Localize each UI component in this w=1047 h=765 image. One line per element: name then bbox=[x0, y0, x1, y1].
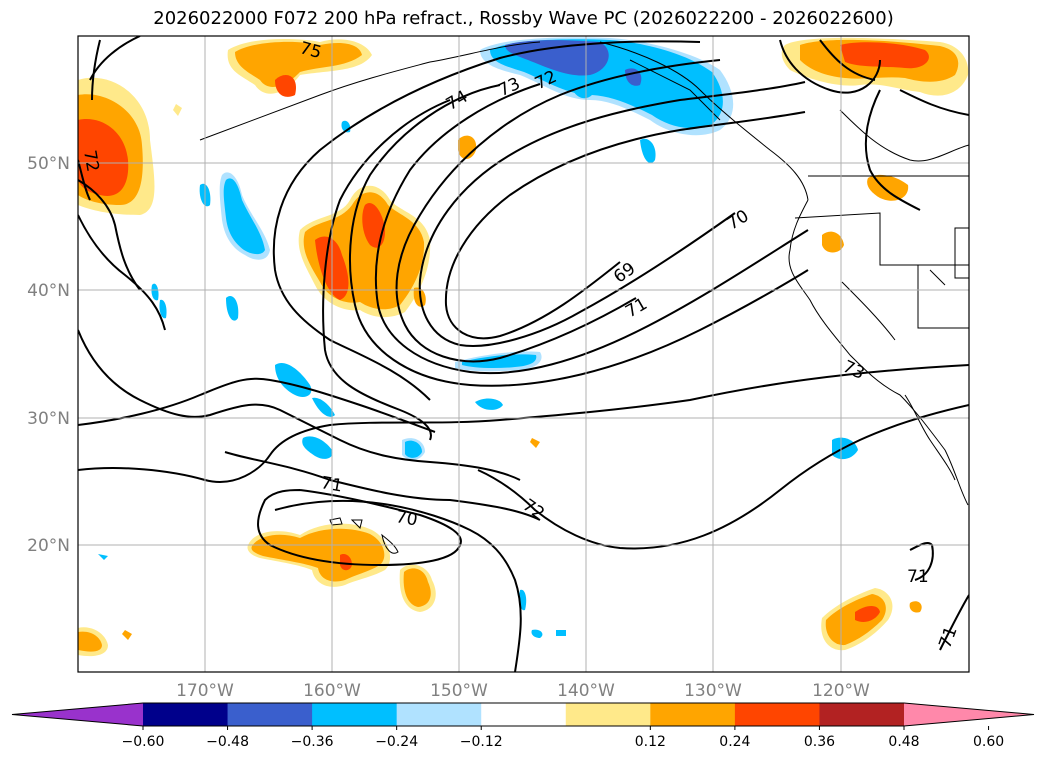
contour-label: 71 bbox=[319, 473, 344, 496]
contour-label: 70 bbox=[394, 507, 419, 530]
coastlines bbox=[199, 41, 969, 554]
colorbar-cell bbox=[565, 703, 651, 726]
colorbar-tick-label: 0.48 bbox=[888, 734, 919, 750]
colorbar-cell bbox=[143, 703, 229, 726]
contour-73 bbox=[349, 84, 809, 387]
contour-71 bbox=[395, 59, 721, 363]
map-frame bbox=[77, 35, 970, 673]
colorbar-cell bbox=[396, 703, 482, 726]
lat-label: 20°N bbox=[27, 536, 70, 556]
lon-label: 140°W bbox=[557, 681, 615, 701]
graticule bbox=[78, 36, 969, 672]
contour-lower bbox=[78, 377, 436, 433]
colorbar-tick-label: 0.36 bbox=[804, 734, 835, 750]
negative-shading bbox=[98, 37, 858, 638]
lon-label: 120°W bbox=[812, 681, 870, 701]
contour-label: 72 bbox=[79, 149, 102, 174]
lon-label: 130°W bbox=[684, 681, 742, 701]
colorbar-tick-label: −0.48 bbox=[206, 734, 249, 750]
colorbar-extend-min bbox=[12, 703, 143, 726]
contour-69 bbox=[444, 111, 806, 340]
colorbar-extend-max bbox=[904, 703, 1034, 726]
contour-label: 71 bbox=[907, 567, 929, 587]
lat-label: 30°N bbox=[27, 409, 70, 429]
contour-outer-1 bbox=[272, 40, 701, 401]
lat-label: 40°N bbox=[27, 281, 70, 301]
lat-label: 50°N bbox=[27, 154, 70, 174]
colorbar-tick-label: −0.36 bbox=[291, 734, 334, 750]
colorbar-tick-label: −0.12 bbox=[460, 734, 503, 750]
colorbar: −0.60 −0.48 −0.36 −0.24 −0.12 0.12 0.24 0.36 0.4… bbox=[11, 702, 1035, 750]
colorbar-tick-label: 0.12 bbox=[635, 734, 666, 750]
colorbar-cell bbox=[650, 703, 736, 726]
contour-72 bbox=[374, 83, 809, 375]
colorbar-cell bbox=[227, 703, 313, 726]
lon-label: 160°W bbox=[303, 681, 361, 701]
colorbar-tick-label: 0.60 bbox=[973, 734, 1004, 750]
colorbar-cell bbox=[312, 703, 398, 726]
contour-71b bbox=[224, 451, 541, 521]
colorbar-tick-label: −0.24 bbox=[375, 734, 418, 750]
map-title: 2026022000 F072 200 hPa refract., Rossby… bbox=[153, 8, 894, 29]
colorbar-cell bbox=[734, 703, 820, 726]
colorbar-cell bbox=[819, 703, 905, 726]
contour-74 bbox=[322, 99, 451, 441]
colorbar-cell bbox=[481, 703, 567, 726]
contour-70b bbox=[257, 489, 462, 567]
positive-shading bbox=[78, 37, 969, 657]
colorbar-tick-label: −0.60 bbox=[122, 734, 165, 750]
lon-label: 150°W bbox=[430, 681, 488, 701]
colorbar-tick-label: 0.24 bbox=[719, 734, 750, 750]
lon-label: 170°W bbox=[176, 681, 234, 701]
